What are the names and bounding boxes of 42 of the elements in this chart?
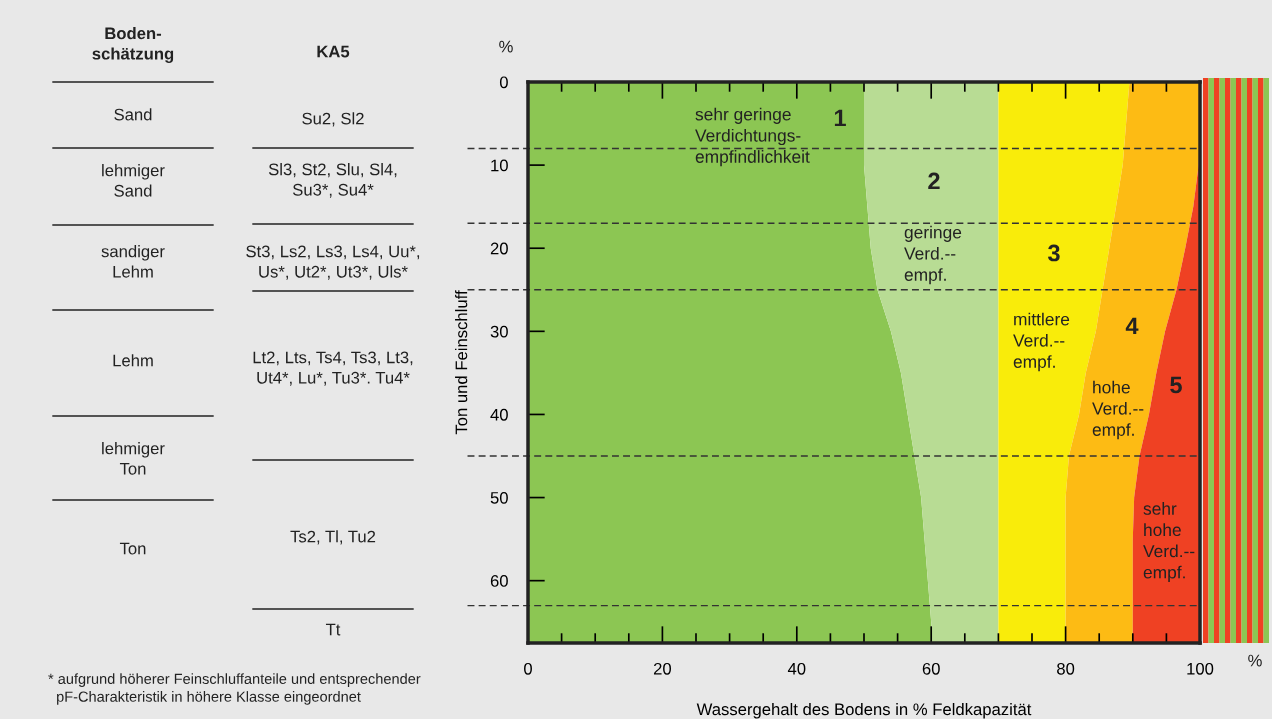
text: Su2, Sl2 <box>302 112 364 127</box>
annotation: geringe Verd.-- empf. <box>904 225 962 285</box>
text: St3, Ls2, Ls3, Ls4, Uu*, Us*, Ut2*, Ut3*, Uls* <box>246 245 420 280</box>
text: Sand <box>114 108 152 121</box>
annotation: 5 <box>1170 376 1182 394</box>
x-tick-label: 20 <box>653 662 672 675</box>
annotation: mittlere Verd.-- empf. <box>1013 312 1070 372</box>
text: Lt2, Lts, Ts4, Ts3, Lt3, Ut4*, Lu*, Tu3*. Tu4* <box>253 351 413 386</box>
x-tick-label: 80 <box>1057 662 1075 675</box>
text: lehmiger Sand <box>102 164 165 197</box>
y-tick-label: 0 <box>499 76 508 89</box>
y-tick-label: 40 <box>490 408 508 421</box>
x-axis-title: Wassergehalt des Bodens in % Feldkapazität <box>696 702 1032 719</box>
text: lehmiger Ton <box>102 442 165 475</box>
annotation: sehr geringe Verdichtungs- empfindlichkeit <box>695 107 810 167</box>
y-tick-label: 50 <box>490 491 508 504</box>
annotation: 1 <box>834 109 846 127</box>
y-tick-label: 60 <box>490 575 508 587</box>
text: Boden- schätzung <box>92 27 174 63</box>
annotation: 4 <box>1125 317 1139 335</box>
text: Tt <box>325 623 341 636</box>
annotation: sehr hohe Verd.-- empf. <box>1143 502 1195 582</box>
annotation: 3 <box>1047 244 1060 262</box>
text: * aufgrund höherer Feinschluffanteile und entsprechender pF-Charakteristik in höhere Klasse eingeordnet <box>48 673 421 705</box>
y-tick-label: 20 <box>490 242 508 255</box>
text: Lehm <box>113 354 153 367</box>
text: Ton <box>119 542 146 555</box>
y-tick-label: 10 <box>491 159 508 172</box>
text: KA5 <box>317 45 350 58</box>
x-tick-label: 0 <box>524 662 532 675</box>
text: sandiger Lehm <box>101 245 165 278</box>
text: % <box>1248 654 1262 667</box>
x-tick-label: 100 <box>1187 662 1214 675</box>
annotation: hohe Verd.-- empf. <box>1092 380 1144 440</box>
y-axis-title: Ton und Feinschluff <box>455 290 468 435</box>
text: Sl3, St2, Slu, Sl4, Su3*, Su4* <box>268 163 397 198</box>
text: % <box>499 40 513 53</box>
x-tick-label: 60 <box>922 662 940 675</box>
y-tick-label: 30 <box>490 325 508 338</box>
text: Ts2, Tl, Tu2 <box>290 530 376 545</box>
x-tick-label: 40 <box>787 662 806 675</box>
annotation: 2 <box>928 172 940 190</box>
